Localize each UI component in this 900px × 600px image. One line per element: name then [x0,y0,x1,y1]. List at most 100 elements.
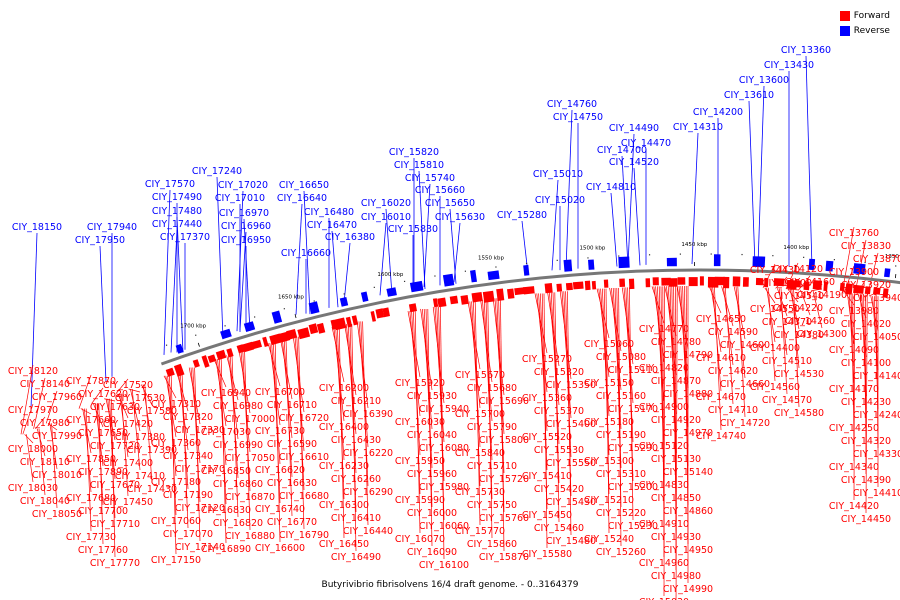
reverse-gene-label: CIY_16950 [221,235,271,246]
forward-gene-label: CIY_17190 [163,490,213,501]
reverse-gene-arrow [470,269,477,283]
forward-gene-connector [793,289,800,408]
forward-gene-label: CIY_14960 [639,558,689,569]
forward-gene-label: CIY_14550 [750,304,800,315]
reverse-gene-arrow [360,291,369,302]
forward-gene-label: CIY_16070 [395,534,445,545]
reverse-gene-connector [691,132,699,265]
forward-gene-label: CIY_15480 [546,536,596,547]
scale-dot [165,344,168,346]
forward-gene-label: CIY_16880 [225,531,275,542]
reverse-gene-label: CIY_16650 [279,180,329,191]
reverse-gene-arrow [339,297,349,307]
forward-gene-connector [285,339,293,517]
forward-gene-label: CIY_17030 [201,427,251,438]
forward-gene-label: CIY_14430 [750,265,800,276]
forward-gene-label: CIY_15080 [596,352,646,363]
scale-dot [833,259,835,261]
forward-gene-label: CIY_17710 [90,519,140,530]
reverse-gene-label: CIY_15740 [405,173,455,184]
forward-gene-label: CIY_15160 [596,391,646,402]
forward-gene-label: CIY_15190 [596,430,646,441]
forward-gene-connector [244,351,251,531]
forward-gene-arrow [732,276,741,287]
forward-gene-label: CIY_14860 [663,506,713,517]
forward-gene-label: CIY_15310 [596,469,646,480]
forward-gene-label: CIY_17340 [163,451,213,462]
forward-gene-label: CIY_16610 [279,452,329,463]
forward-gene-label: CIY_14260 [785,316,835,327]
forward-gene-label: CIY_14950 [663,545,713,556]
forward-gene-label: CIY_16590 [267,439,317,450]
forward-gene-label: CIY_14020 [841,319,891,330]
forward-gene-connector [780,288,788,395]
forward-gene-connector [26,434,34,483]
reverse-gene-connector [385,208,393,296]
forward-gene-label: CIY_14250 [829,423,879,434]
forward-gene-connector [273,343,281,504]
forward-gene-arrow [251,339,262,350]
forward-gene-label: CIY_14560 [750,382,800,393]
reverse-gene-arrow [588,259,595,270]
forward-gene-connector [131,388,141,471]
forward-gene-arrow [723,276,730,289]
reverse-gene-arrow [308,301,320,315]
forward-gene-arrow [297,327,311,340]
forward-gene-label: CIY_14820 [639,363,689,374]
forward-gene-label: CIY_15210 [584,495,634,506]
reverse-gene-label: CIY_13430 [764,60,814,71]
reverse-gene-label: CIY_13600 [739,75,789,86]
forward-gene-label: CIY_17070 [163,529,213,540]
forward-gene-arrow [584,280,591,291]
reverse-gene-arrow [409,280,424,293]
scale-dot [864,261,866,264]
forward-gene-label: CIY_16230 [319,461,369,472]
forward-gene-label: CIY_16450 [319,539,369,550]
forward-gene-label: CIY_17400 [103,458,153,469]
reverse-gene-label: CIY_17440 [152,219,202,230]
reverse-gene-label: CIY_17490 [152,192,202,203]
forward-gene-label: CIY_17670 [90,480,140,491]
forward-gene-label: CIY_15130 [651,454,701,465]
forward-gene-connector [473,301,481,487]
forward-gene-arrow [316,322,326,334]
forward-gene-connector [413,311,421,495]
reverse-gene-arrow [386,287,397,297]
forward-gene-arrow [603,279,609,288]
reverse-gene-label: CIY_14310 [673,122,723,133]
forward-gene-arrow [375,308,385,319]
forward-gene-label: CIY_16730 [255,426,305,437]
forward-gene-label: CIY_16720 [279,413,329,424]
forward-gene-connector [487,299,493,539]
forward-gene-connector [596,288,610,339]
forward-gene-label: CIY_16430 [331,435,381,446]
forward-gene-connector [723,286,734,366]
forward-gene-arrow [556,283,563,292]
forward-gene-arrow [308,323,319,335]
forward-gene-label: CIY_18120 [8,366,58,377]
forward-gene-label: CIY_17660 [66,415,116,426]
forward-gene-label: CIY_16710 [267,400,317,411]
scale-dot [224,325,226,327]
forward-gene-connector [865,294,868,514]
forward-gene-label: CIY_16890 [201,544,251,555]
forward-gene-connector [337,326,345,500]
forward-gene-label: CIY_17330 [175,425,225,436]
scale-dot [895,265,897,267]
forward-gene-arrow [382,307,390,318]
scale-tick [294,314,297,319]
forward-gene-label: CIY_17730 [66,532,116,543]
forward-gene-connector [853,293,855,501]
forward-gene-arrow [864,286,871,295]
forward-gene-connector [117,393,129,419]
forward-gene-connector [296,336,305,491]
reverse-gene-connector [176,216,184,353]
forward-gene-arrow [619,278,626,287]
reverse-gene-arrow [523,264,530,276]
forward-gene-connector [93,403,104,428]
forward-gene-label: CIY_16000 [407,508,457,519]
forward-gene-connector [812,290,823,329]
forward-gene-connector [33,377,46,429]
forward-gene-label: CIY_15460 [534,523,584,534]
forward-gene-label: CIY_15580 [522,549,572,560]
